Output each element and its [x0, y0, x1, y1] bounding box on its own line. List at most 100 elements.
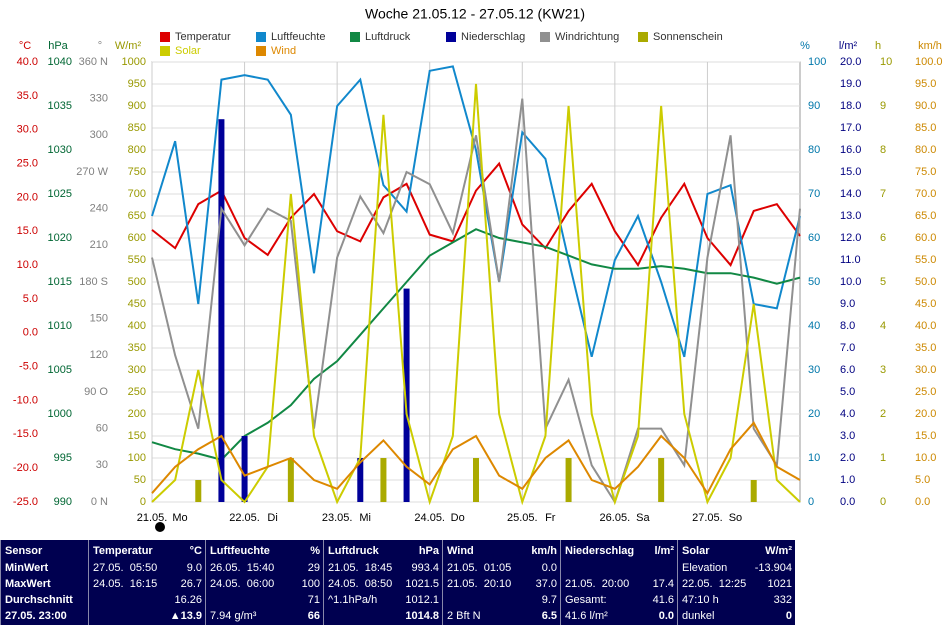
- table-column: Niederschlag l/m² 21.05. 20:00 17.4 Gesamt: 4…: [560, 540, 678, 625]
- y-tick-label: 240: [90, 203, 108, 215]
- cell-right: 993.4: [411, 562, 439, 574]
- y-tick-label: 1005: [48, 364, 72, 376]
- table-header: Niederschlag l/m²: [565, 545, 674, 560]
- table-cell: 16.26: [93, 594, 202, 609]
- y-tick-label: 40: [808, 320, 820, 332]
- y-tick-label: 5.0: [23, 293, 38, 305]
- y-tick-label: 1.0: [840, 474, 855, 486]
- table-cell: 21.05. 20:00 17.4: [565, 578, 674, 593]
- legend-label: Solar: [175, 45, 201, 57]
- series-line: [151, 65, 801, 358]
- y-tick-label: 60: [96, 423, 108, 435]
- bar: [218, 119, 225, 502]
- cell-left: 24.05. 16:15: [93, 578, 158, 590]
- bar: [357, 458, 364, 502]
- y-tick-label: 30.0: [17, 124, 38, 136]
- chart-title: Woche 21.05.12 - 27.05.12 (KW21): [365, 6, 585, 22]
- table-header: Wind km/h: [447, 545, 557, 560]
- bar: [241, 436, 248, 502]
- table-cell: 26.05. 15:40 29: [210, 562, 320, 577]
- cell-right: 9.7: [541, 594, 557, 606]
- legend-label: Niederschlag: [461, 31, 525, 43]
- header-text: Temperatur: [93, 545, 153, 557]
- y-tick-label: 450: [128, 298, 146, 310]
- y-tick-label: 360 N: [79, 56, 108, 68]
- y-tick-label: 995: [54, 452, 72, 464]
- series-line: [151, 83, 801, 506]
- table-cell: 21.05. 20:10 37.0: [447, 578, 557, 593]
- cell-right: 1021: [767, 578, 792, 590]
- y-tick-label: 1000: [48, 408, 72, 420]
- header-unit: hPa: [418, 545, 439, 557]
- y-tick-label: 10: [808, 452, 820, 464]
- y-tick-label: 100: [808, 56, 826, 68]
- y-tick-label: 120: [90, 349, 108, 361]
- y-tick-label: 90: [808, 100, 820, 112]
- table-column: Wind km/h 21.05. 01:05 0.0 21.05. 20:10 37.0 9…: [442, 540, 561, 625]
- cell-left: MaxWert: [5, 578, 51, 590]
- y-tick-label: 20: [808, 408, 820, 420]
- x-tick-label: 27.05.: [692, 512, 723, 524]
- table-cell: 7.94 g/m³ 66: [210, 610, 320, 625]
- y-tick-label: 25.0: [915, 386, 936, 398]
- bar: [380, 458, 387, 502]
- table-column: Sensor MinWert MaxWert Durchschnitt 27.05. 2…: [0, 540, 89, 625]
- series-line: [151, 98, 801, 505]
- series-line: [151, 228, 801, 461]
- cell-right: 1014.8: [405, 610, 439, 622]
- y-tick-label: 40.0: [17, 56, 38, 68]
- y-tick-label: 0: [808, 496, 814, 508]
- header-text: Sensor: [5, 545, 43, 557]
- table-cell: MaxWert: [5, 578, 85, 593]
- y-tick-label: 270 W: [76, 166, 108, 178]
- y-tick-label: 1020: [48, 232, 72, 244]
- y-tick-label: -5.0: [19, 361, 38, 373]
- y-tick-label: 9: [880, 100, 886, 112]
- y-tick-label: 65.0: [915, 210, 936, 222]
- y-tick-label: 500: [128, 276, 146, 288]
- bar: [473, 458, 479, 502]
- header-text: Luftdruck: [328, 545, 379, 557]
- axis-unit: %: [800, 40, 810, 52]
- y-tick-label: 1040: [48, 56, 72, 68]
- cell-right: 9.0: [186, 562, 202, 574]
- table-header: Solar W/m²: [682, 545, 792, 560]
- header-text: Luftfeuchte: [210, 545, 270, 557]
- y-tick-label: 1010: [48, 320, 72, 332]
- y-tick-label: 300: [128, 364, 146, 376]
- y-tick-label: 200: [128, 408, 146, 420]
- y-tick-label: 20.0: [17, 191, 38, 203]
- legend-swatch: [446, 32, 456, 42]
- y-tick-label: -10.0: [13, 394, 38, 406]
- y-tick-label: 5: [880, 276, 886, 288]
- y-tick-label: -25.0: [13, 496, 38, 508]
- cell-right: 332: [773, 594, 792, 606]
- y-tick-label: 1015: [48, 276, 72, 288]
- y-tick-label: 90 O: [84, 386, 108, 398]
- y-tick-label: 3: [880, 364, 886, 376]
- table-column: Temperatur °C 27.05. 05:50 9.0 24.05. 16:15 2…: [88, 540, 206, 625]
- header-text: Niederschlag: [565, 545, 635, 557]
- y-tick-label: 0.0: [915, 496, 930, 508]
- y-tick-label: 17.0: [840, 122, 861, 134]
- legend-swatch: [638, 32, 648, 42]
- y-tick-label: 11.0: [840, 254, 861, 266]
- y-tick-label: 45.0: [915, 298, 936, 310]
- cell-right: 1021.5: [405, 578, 439, 590]
- legend-swatch: [160, 46, 170, 56]
- y-tick-label: 0.0: [23, 327, 38, 339]
- cell-left: MinWert: [5, 562, 49, 574]
- y-tick-label: 20.0: [915, 408, 936, 420]
- y-tick-label: 180 S: [79, 276, 108, 288]
- cell-left: 47:10 h: [682, 594, 719, 606]
- legend-label: Wind: [271, 45, 296, 57]
- cell-left: 21.05. 20:10: [447, 578, 512, 590]
- y-tick-label: 4.0: [840, 408, 855, 420]
- axis-unit: hPa: [48, 40, 68, 52]
- cell-left: Gesamt:: [565, 594, 607, 606]
- header-unit: l/m²: [654, 545, 674, 557]
- y-tick-label: 75.0: [915, 166, 936, 178]
- y-tick-label: 10: [880, 56, 892, 68]
- y-tick-label: 10.0: [915, 452, 936, 464]
- y-tick-label: 30: [808, 364, 820, 376]
